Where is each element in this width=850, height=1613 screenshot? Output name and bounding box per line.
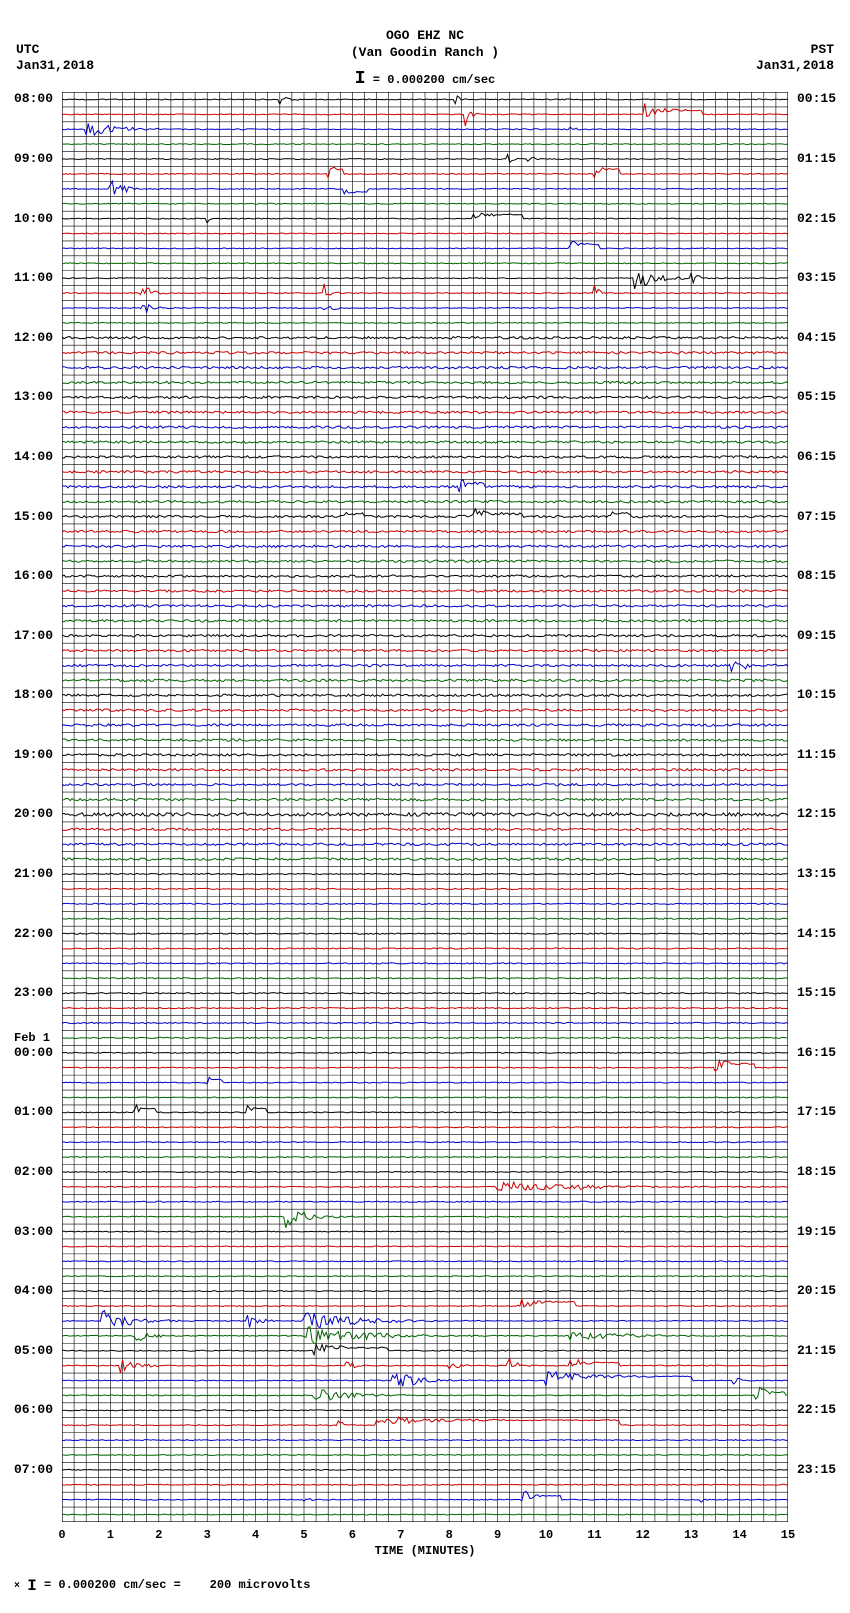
pst-hour-label: 08:15 <box>797 568 836 583</box>
x-tick-label: 7 <box>397 1528 404 1542</box>
pst-hour-label: 00:15 <box>797 91 836 106</box>
pst-hour-label: 16:15 <box>797 1045 836 1060</box>
utc-hour-label: 19:00 <box>14 747 53 762</box>
seismogram-plot <box>62 92 788 1522</box>
date-left-label: Jan31,2018 <box>16 58 94 73</box>
date-right-label: Jan31,2018 <box>756 58 834 73</box>
timezone-right-label: PST <box>811 42 834 57</box>
x-tick-label: 6 <box>349 1528 356 1542</box>
utc-hour-label: 01:00 <box>14 1104 53 1119</box>
utc-hour-label: 14:00 <box>14 449 53 464</box>
pst-hour-label: 13:15 <box>797 866 836 881</box>
chart-header: OGO EHZ NC (Van Goodin Ranch ) I = 0.000… <box>0 0 850 91</box>
pst-hour-label: 03:15 <box>797 270 836 285</box>
scale-info: I = 0.000200 cm/sec <box>0 68 850 91</box>
utc-hour-label: 04:00 <box>14 1283 53 1298</box>
pst-hour-label: 12:15 <box>797 806 836 821</box>
x-axis: TIME (MINUTES) 0123456789101112131415 <box>62 1522 788 1562</box>
utc-hour-label: 10:00 <box>14 211 53 226</box>
utc-hour-label: 21:00 <box>14 866 53 881</box>
extra-date-label: Feb 1 <box>14 1031 50 1045</box>
utc-hour-label: 07:00 <box>14 1462 53 1477</box>
utc-hour-label: 18:00 <box>14 687 53 702</box>
utc-hour-label: 12:00 <box>14 330 53 345</box>
utc-hour-label: 13:00 <box>14 389 53 404</box>
utc-hour-label: 20:00 <box>14 806 53 821</box>
x-tick-label: 3 <box>204 1528 211 1542</box>
x-tick-label: 14 <box>732 1528 746 1542</box>
utc-hour-label: 02:00 <box>14 1164 53 1179</box>
footer-scale: × I = 0.000200 cm/sec = 200 microvolts <box>14 1577 311 1595</box>
utc-hour-label: 09:00 <box>14 151 53 166</box>
utc-hour-label: 00:00 <box>14 1045 53 1060</box>
station-code: OGO EHZ NC <box>0 28 850 45</box>
x-tick-label: 8 <box>446 1528 453 1542</box>
utc-hour-label: 08:00 <box>14 91 53 106</box>
utc-hour-label: 23:00 <box>14 985 53 1000</box>
pst-hour-label: 04:15 <box>797 330 836 345</box>
x-tick-label: 9 <box>494 1528 501 1542</box>
pst-hour-label: 02:15 <box>797 211 836 226</box>
utc-hour-label: 06:00 <box>14 1402 53 1417</box>
pst-hour-label: 11:15 <box>797 747 836 762</box>
pst-hour-label: 01:15 <box>797 151 836 166</box>
x-tick-label: 12 <box>636 1528 650 1542</box>
pst-hour-label: 20:15 <box>797 1283 836 1298</box>
pst-hour-label: 15:15 <box>797 985 836 1000</box>
utc-hour-label: 11:00 <box>14 270 53 285</box>
pst-hour-label: 09:15 <box>797 628 836 643</box>
pst-hour-label: 14:15 <box>797 926 836 941</box>
pst-hour-label: 07:15 <box>797 509 836 524</box>
utc-hour-label: 05:00 <box>14 1343 53 1358</box>
x-axis-title: TIME (MINUTES) <box>375 1544 476 1558</box>
x-tick-label: 15 <box>781 1528 795 1542</box>
pst-hour-label: 18:15 <box>797 1164 836 1179</box>
pst-hour-label: 17:15 <box>797 1104 836 1119</box>
pst-hour-label: 06:15 <box>797 449 836 464</box>
utc-hour-label: 15:00 <box>14 509 53 524</box>
utc-hour-label: 22:00 <box>14 926 53 941</box>
pst-hour-label: 21:15 <box>797 1343 836 1358</box>
pst-hour-label: 05:15 <box>797 389 836 404</box>
utc-hour-label: 17:00 <box>14 628 53 643</box>
station-location: (Van Goodin Ranch ) <box>0 45 850 62</box>
pst-hour-label: 23:15 <box>797 1462 836 1477</box>
pst-hour-label: 22:15 <box>797 1402 836 1417</box>
timezone-left-label: UTC <box>16 42 39 57</box>
pst-hour-label: 10:15 <box>797 687 836 702</box>
x-tick-label: 4 <box>252 1528 259 1542</box>
x-tick-label: 0 <box>58 1528 65 1542</box>
x-tick-label: 2 <box>155 1528 162 1542</box>
x-tick-label: 13 <box>684 1528 698 1542</box>
seismogram-svg <box>62 92 788 1522</box>
utc-hour-label: 16:00 <box>14 568 53 583</box>
x-tick-label: 11 <box>587 1528 601 1542</box>
utc-hour-label: 03:00 <box>14 1224 53 1239</box>
x-tick-label: 10 <box>539 1528 553 1542</box>
x-tick-label: 5 <box>300 1528 307 1542</box>
pst-hour-label: 19:15 <box>797 1224 836 1239</box>
x-tick-label: 1 <box>107 1528 114 1542</box>
